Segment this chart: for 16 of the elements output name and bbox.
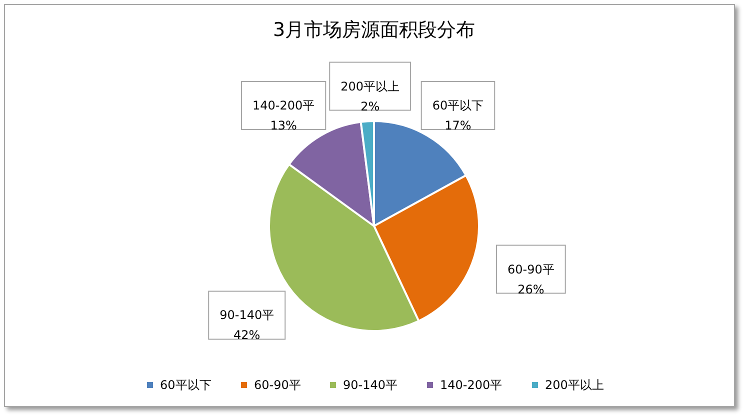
legend-label: 140-200平 [440, 378, 502, 392]
data-label: 26% [518, 282, 544, 296]
legend-label: 90-140平 [343, 378, 398, 392]
slice-label: 60-90平 [507, 262, 554, 276]
data-label: 13% [270, 118, 297, 132]
slice-label: 60平以下 [432, 98, 484, 112]
legend-label: 60平以下 [160, 378, 212, 392]
data-label: 17% [444, 118, 472, 132]
slice-label: 90-140平 [220, 308, 274, 322]
legend-label: 200平以上 [545, 378, 604, 392]
data-label: 42% [234, 328, 260, 342]
legend-label: 60-90平 [254, 378, 301, 392]
data-label: 2% [360, 99, 380, 114]
slice-label: 200平以上 [340, 79, 400, 94]
chart-title: 3月市场房源面积段分布 [272, 18, 476, 41]
slice-label: 140-200平 [252, 98, 315, 112]
